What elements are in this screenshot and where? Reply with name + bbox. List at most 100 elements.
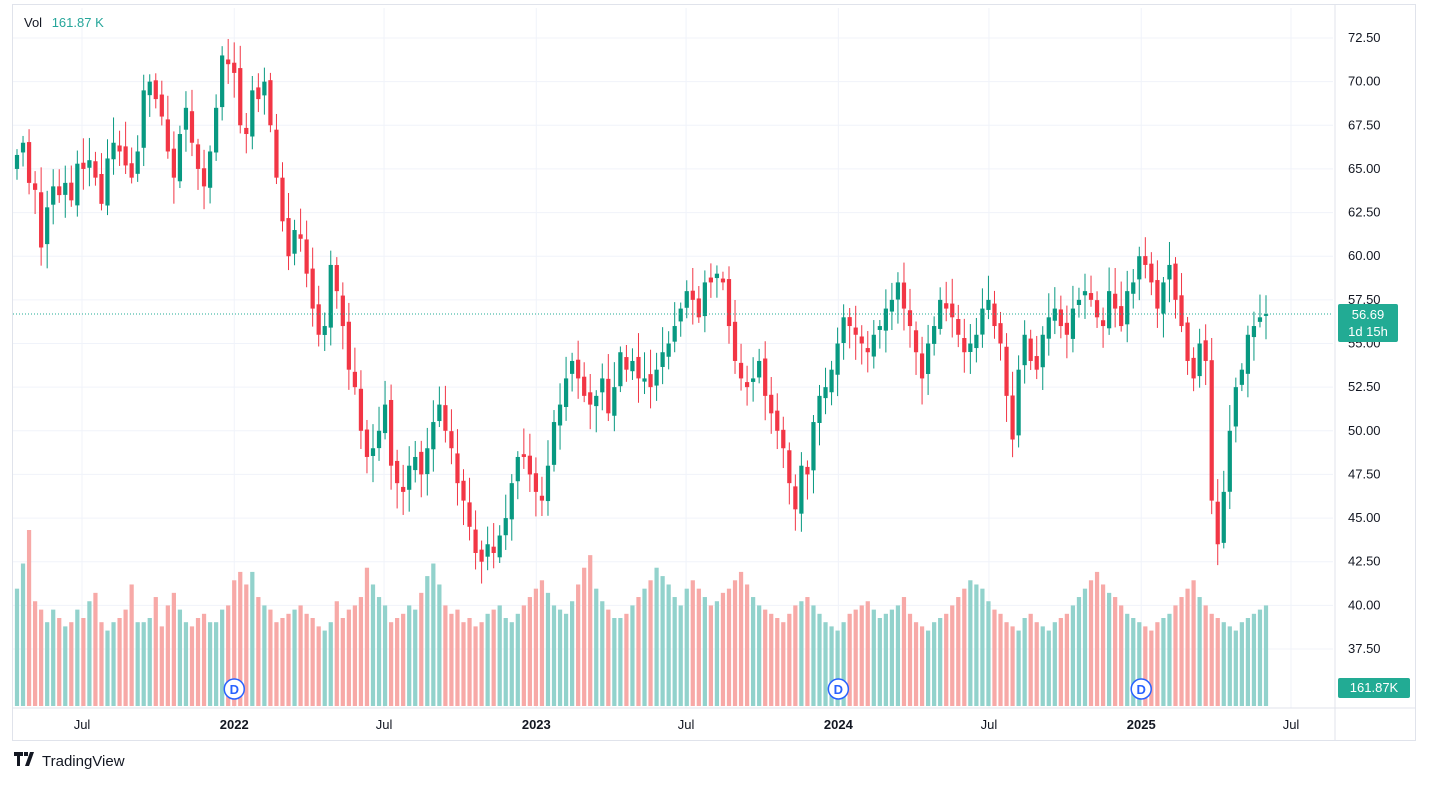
volume-bar bbox=[557, 609, 563, 706]
volume-bar bbox=[769, 613, 774, 706]
volume-bar bbox=[238, 571, 243, 706]
candle-body bbox=[539, 495, 545, 501]
y-tick-label: 70.00 bbox=[1348, 74, 1381, 89]
volume-bar bbox=[847, 613, 852, 706]
volume-bar bbox=[51, 609, 56, 706]
volume-bar bbox=[636, 597, 641, 706]
candle-body bbox=[563, 378, 569, 407]
candle-body bbox=[304, 239, 309, 274]
candle-body bbox=[1233, 387, 1238, 427]
candle-body bbox=[1251, 326, 1257, 338]
candle-body bbox=[437, 404, 442, 422]
candle-body bbox=[600, 378, 605, 393]
candle-body bbox=[545, 465, 551, 502]
candle-body bbox=[1028, 338, 1033, 361]
candle-body bbox=[413, 456, 418, 471]
volume-bar bbox=[1082, 588, 1088, 706]
candle-body bbox=[1070, 308, 1076, 339]
volume-bar bbox=[702, 597, 707, 706]
candle-body bbox=[93, 161, 98, 178]
candle-body bbox=[431, 422, 436, 450]
volume-bar bbox=[388, 622, 394, 706]
candle-body bbox=[238, 68, 243, 126]
volume-bar bbox=[1058, 618, 1063, 706]
y-tick-label: 40.00 bbox=[1348, 597, 1381, 612]
volume-bar bbox=[1076, 597, 1082, 706]
volume-bar bbox=[1191, 580, 1196, 706]
volume-bar bbox=[1034, 622, 1039, 706]
volume-bar bbox=[129, 584, 134, 706]
volume-bar bbox=[1221, 622, 1226, 706]
volume-bar bbox=[334, 601, 339, 706]
volume-bar bbox=[165, 605, 170, 706]
volume-bar bbox=[45, 622, 50, 706]
candle-body bbox=[497, 535, 502, 558]
volume-bar bbox=[171, 592, 176, 706]
candle-body bbox=[588, 392, 593, 405]
candle-body bbox=[708, 277, 714, 283]
volume-bar bbox=[195, 618, 201, 706]
volume-bar bbox=[304, 613, 309, 706]
candle-body bbox=[1113, 293, 1118, 309]
volume-bar bbox=[298, 605, 303, 706]
volume-bar bbox=[1197, 597, 1202, 706]
volume-bar bbox=[280, 618, 285, 706]
volume-bar bbox=[57, 618, 62, 706]
candle-body bbox=[280, 177, 285, 222]
volume-bar bbox=[1028, 613, 1033, 706]
candle-body bbox=[1173, 263, 1178, 300]
volume-bar bbox=[624, 613, 629, 706]
candle-body bbox=[527, 455, 532, 475]
candle-body bbox=[425, 448, 430, 475]
candle-body bbox=[1257, 317, 1263, 322]
volume-bar bbox=[811, 605, 816, 706]
volume-bar bbox=[1052, 622, 1057, 706]
tradingview-logo-icon bbox=[14, 752, 36, 770]
y-tick-label: 52.50 bbox=[1348, 379, 1381, 394]
candle-body bbox=[744, 382, 750, 388]
candle-body bbox=[805, 466, 810, 475]
candle-body bbox=[99, 174, 104, 204]
volume-bar bbox=[159, 626, 164, 706]
candle-body bbox=[1119, 306, 1124, 327]
volume-bar bbox=[1203, 605, 1208, 706]
candle-body bbox=[268, 80, 273, 126]
candle-body bbox=[642, 378, 647, 382]
candle-body bbox=[87, 160, 92, 168]
volume-bar bbox=[823, 622, 828, 706]
chart-frame bbox=[12, 4, 1416, 741]
volume-bar bbox=[1257, 609, 1263, 706]
candle-body bbox=[310, 268, 315, 309]
volume-bar bbox=[93, 592, 98, 706]
volume-bar bbox=[1227, 626, 1232, 706]
candle-body bbox=[479, 549, 484, 562]
candle-body bbox=[1125, 291, 1130, 325]
volume-bar bbox=[69, 622, 74, 706]
volume-bar bbox=[859, 605, 864, 706]
volume-bar bbox=[1100, 584, 1106, 706]
candle-body bbox=[69, 182, 74, 201]
candle-body bbox=[895, 282, 901, 300]
x-tick-label: Jul bbox=[74, 717, 91, 732]
volume-bar bbox=[974, 584, 979, 706]
volume-bar bbox=[648, 580, 653, 706]
volume-bar bbox=[316, 626, 321, 706]
volume-bar bbox=[1179, 597, 1184, 706]
candle-body bbox=[1155, 280, 1160, 309]
volume-bar bbox=[20, 563, 26, 706]
volume-bar bbox=[968, 580, 973, 706]
volume-bar bbox=[117, 618, 122, 706]
volume-bar bbox=[437, 584, 442, 706]
candle-body bbox=[847, 317, 852, 327]
candle-body bbox=[980, 308, 985, 335]
candle-body bbox=[509, 483, 514, 520]
candle-body bbox=[503, 518, 508, 536]
volume-bar bbox=[962, 588, 967, 706]
volume-bar bbox=[660, 576, 665, 706]
tradingview-brand[interactable]: TradingView bbox=[14, 752, 125, 770]
candle-body bbox=[823, 387, 828, 399]
candle-body bbox=[14, 154, 20, 169]
candle-body bbox=[250, 90, 255, 137]
volume-bar bbox=[883, 613, 888, 706]
